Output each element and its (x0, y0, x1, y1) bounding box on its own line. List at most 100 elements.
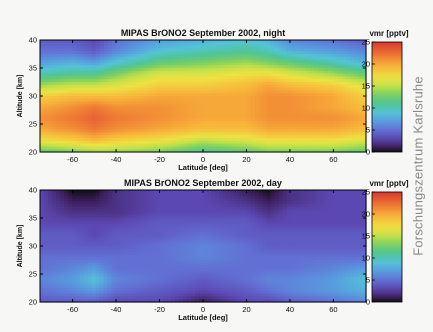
heatmap-cell (306, 90, 311, 94)
heatmap-cell (290, 223, 296, 227)
heatmap-cell (167, 223, 172, 227)
heatmap-cell (290, 232, 296, 236)
heatmap-cell (230, 96, 236, 100)
heatmap-cell (274, 59, 280, 63)
heatmap-cell (63, 126, 69, 131)
heatmap-cell (338, 82, 343, 86)
heatmap-cell (59, 59, 65, 63)
heatmap-cell (203, 70, 208, 75)
heatmap-cell (318, 121, 323, 125)
heatmap-cell (67, 68, 73, 72)
heatmap-cell (214, 192, 220, 197)
heatmap-cell (163, 209, 168, 213)
heatmap-cell (67, 209, 73, 213)
heatmap-cell (171, 190, 176, 194)
heatmap-cell (55, 115, 61, 119)
heatmap-cell (250, 65, 256, 69)
heatmap-cell (139, 87, 144, 91)
heatmap-cell (330, 209, 335, 213)
heatmap-cell (119, 220, 125, 225)
heatmap-cell (214, 118, 220, 122)
heatmap-cell (203, 73, 208, 77)
heatmap-cell (354, 243, 359, 247)
heatmap-cell (127, 115, 133, 119)
heatmap-cell (119, 146, 125, 150)
heatmap-cell (47, 54, 53, 58)
heatmap-cell (187, 209, 192, 213)
heatmap-cell (95, 76, 101, 80)
heatmap-cell (91, 110, 97, 114)
heatmap-cell (123, 73, 129, 77)
heatmap-cell (167, 101, 172, 105)
heatmap-cell (115, 126, 121, 131)
heatmap-cell (95, 126, 101, 131)
heatmap-cell (250, 56, 256, 61)
heatmap-cell (67, 146, 73, 150)
heatmap-cell (123, 218, 129, 222)
heatmap-cell (330, 192, 335, 197)
heatmap-cell (40, 143, 45, 147)
heatmap-cell (206, 132, 212, 136)
heatmap-cell (99, 68, 105, 72)
heatmap-cell (226, 101, 232, 105)
heatmap-cell (342, 140, 347, 145)
heatmap-cell (290, 140, 296, 145)
heatmap-cell (83, 82, 89, 86)
heatmap-cell (318, 68, 323, 72)
heatmap-cell (302, 204, 307, 208)
heatmap-cell (127, 65, 133, 69)
heatmap-cell (294, 229, 300, 233)
heatmap-cell (135, 118, 140, 122)
heatmap-cell (123, 96, 129, 100)
heatmap-cell (362, 126, 367, 131)
heatmap-cell (314, 204, 319, 208)
heatmap-cell (326, 201, 331, 205)
heatmap-cell (266, 149, 272, 153)
heatmap-cell (242, 90, 248, 94)
heatmap-cell (222, 201, 228, 205)
heatmap-cell (111, 226, 117, 230)
heatmap-cell (258, 192, 264, 197)
heatmap-cell (191, 104, 196, 108)
heatmap-cell (282, 129, 288, 133)
heatmap-cell (67, 240, 73, 244)
heatmap-cell (151, 101, 156, 105)
heatmap-cell (266, 140, 272, 145)
heatmap-cell (179, 115, 184, 119)
heatmap-cell (234, 45, 240, 49)
heatmap-cell (131, 135, 137, 139)
heatmap-cell (294, 118, 300, 122)
heatmap-cell (59, 93, 65, 97)
heatmap-cell (111, 101, 117, 105)
heatmap-cell (294, 84, 300, 89)
heatmap-cell (195, 110, 200, 114)
heatmap-cell (354, 201, 359, 205)
heatmap-cell (310, 76, 315, 80)
heatmap-cell (358, 121, 363, 125)
heatmap-cell (87, 54, 93, 58)
heatmap-cell (139, 115, 144, 119)
heatmap-cell (254, 146, 260, 150)
heatmap-cell (40, 132, 45, 136)
heatmap-cell (111, 240, 117, 244)
heatmap-cell (230, 140, 236, 145)
heatmap-cell (91, 132, 97, 136)
heatmap-cell (183, 215, 188, 219)
heatmap-cell (286, 82, 292, 86)
heatmap-cell (314, 48, 319, 52)
heatmap-cell (262, 124, 268, 128)
heatmap-cell (230, 90, 236, 94)
heatmap-cell (87, 101, 93, 105)
heatmap-cell (226, 138, 232, 142)
heatmap-cell (354, 65, 359, 69)
heatmap-cell (210, 132, 216, 136)
heatmap-cell (334, 126, 339, 131)
heatmap-cell (167, 149, 172, 153)
heatmap-cell (135, 226, 140, 230)
heatmap-cell (99, 56, 105, 61)
heatmap-cell (143, 215, 148, 219)
heatmap-cell (246, 206, 252, 211)
heatmap-cell (326, 54, 331, 58)
heatmap-cell (115, 54, 121, 58)
heatmap-cell (218, 209, 224, 213)
